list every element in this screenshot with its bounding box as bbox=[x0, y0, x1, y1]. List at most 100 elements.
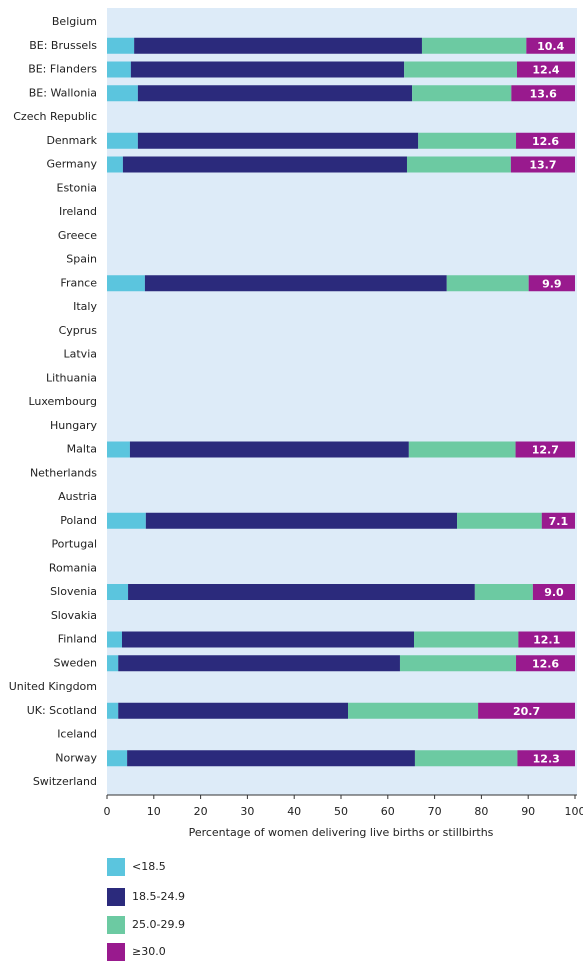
value-label: 20.7 bbox=[513, 705, 540, 718]
value-label: 13.7 bbox=[529, 159, 556, 172]
bar-segment bbox=[511, 85, 575, 102]
legend-label: ≥30.0 bbox=[132, 945, 166, 958]
x-tick-label: 0 bbox=[104, 805, 111, 818]
bar-segment bbox=[145, 512, 458, 529]
value-label: 12.1 bbox=[533, 634, 560, 647]
x-tick-label: 40 bbox=[287, 805, 301, 818]
category-label: Hungary bbox=[50, 419, 97, 432]
category-label: Czech Republic bbox=[13, 110, 97, 123]
category-label: Italy bbox=[73, 300, 97, 313]
bar-segment bbox=[478, 702, 575, 719]
x-axis-label: Percentage of women delivering live birt… bbox=[189, 826, 494, 839]
bar-segment bbox=[129, 441, 409, 458]
category-label: Sweden bbox=[54, 656, 97, 669]
bar-segment bbox=[421, 37, 527, 54]
bar-segment bbox=[399, 655, 517, 672]
x-tick-label: 20 bbox=[194, 805, 208, 818]
category-label: Latvia bbox=[64, 348, 98, 361]
category-label: Cyprus bbox=[59, 324, 98, 337]
category-label: Slovenia bbox=[50, 585, 97, 598]
bar-segment bbox=[121, 631, 415, 648]
category-label: BE: Flanders bbox=[28, 63, 97, 76]
bar-segment bbox=[406, 156, 511, 173]
bar-segment bbox=[130, 61, 405, 78]
bar-segment bbox=[516, 61, 575, 78]
x-tick-label: 70 bbox=[428, 805, 442, 818]
bar-segment bbox=[418, 132, 517, 149]
bar-segment bbox=[128, 584, 475, 600]
bar-segment bbox=[127, 750, 415, 767]
value-label: 10.4 bbox=[537, 40, 564, 53]
bar-segment bbox=[474, 584, 533, 600]
bar-segment bbox=[118, 702, 349, 719]
value-label: 12.7 bbox=[532, 444, 559, 457]
bar-segment bbox=[137, 132, 419, 149]
category-label: Portugal bbox=[51, 538, 97, 551]
value-label: 13.6 bbox=[530, 87, 557, 100]
bar-segment bbox=[107, 132, 138, 149]
legend-swatch bbox=[107, 858, 125, 876]
legend-swatch bbox=[107, 888, 125, 906]
plot-area bbox=[107, 8, 577, 795]
bar-segment bbox=[404, 61, 517, 78]
legend-label: 18.5-24.9 bbox=[132, 890, 185, 903]
bar-segment bbox=[134, 37, 422, 54]
bar-segment bbox=[516, 132, 575, 149]
bar-segment bbox=[414, 631, 519, 648]
category-label: Austria bbox=[58, 490, 97, 503]
bar-segment bbox=[414, 750, 518, 767]
bar-segment bbox=[107, 631, 122, 648]
category-label: Iceland bbox=[57, 728, 97, 741]
value-label: 12.6 bbox=[532, 657, 559, 670]
bar-segment bbox=[137, 85, 413, 102]
category-label: Germany bbox=[46, 158, 97, 171]
category-label: Malta bbox=[67, 443, 97, 456]
value-label: 9.0 bbox=[544, 586, 564, 599]
bar-segment bbox=[541, 512, 575, 529]
bar-segment bbox=[144, 275, 447, 292]
category-label: Slovakia bbox=[51, 609, 97, 622]
category-label: Romania bbox=[49, 561, 97, 574]
legend-label: <18.5 bbox=[132, 860, 166, 873]
bar-segment bbox=[446, 275, 529, 292]
legend-label: 25.0-29.9 bbox=[132, 918, 185, 931]
x-tick-label: 50 bbox=[334, 805, 348, 818]
legend-swatch bbox=[107, 916, 125, 934]
bar-segment bbox=[107, 441, 130, 458]
bar-segment bbox=[348, 702, 479, 719]
bar-segment bbox=[516, 655, 575, 672]
bar-segment bbox=[517, 750, 575, 767]
bar-segment bbox=[107, 512, 146, 529]
category-label: Spain bbox=[66, 253, 97, 266]
bar-segment bbox=[457, 512, 542, 529]
category-label: United Kingdom bbox=[9, 680, 97, 693]
bar-segment bbox=[515, 441, 575, 458]
category-label: BE: Brussels bbox=[29, 39, 97, 52]
x-tick-label: 80 bbox=[474, 805, 488, 818]
x-tick-label: 100 bbox=[565, 805, 583, 818]
category-label: Switzerland bbox=[33, 775, 97, 788]
x-tick-label: 10 bbox=[147, 805, 161, 818]
bar-segment bbox=[118, 655, 400, 672]
x-tick-label: 60 bbox=[381, 805, 395, 818]
category-label: Belgium bbox=[52, 15, 97, 28]
category-label: Denmark bbox=[46, 134, 97, 147]
category-label: Estonia bbox=[57, 181, 98, 194]
bar-segment bbox=[107, 702, 119, 719]
category-label: UK: Scotland bbox=[27, 704, 97, 717]
category-label: Netherlands bbox=[30, 466, 97, 479]
bar-segment bbox=[107, 750, 128, 767]
bar-segment bbox=[510, 156, 575, 173]
value-label: 12.4 bbox=[532, 64, 559, 77]
category-label: France bbox=[60, 276, 97, 289]
category-label: Poland bbox=[60, 514, 97, 527]
bar-segment bbox=[528, 275, 575, 292]
value-label: 12.3 bbox=[533, 752, 560, 765]
category-label: Ireland bbox=[59, 205, 97, 218]
bar-segment bbox=[412, 85, 512, 102]
bar-segment bbox=[107, 584, 129, 600]
bar-segment bbox=[122, 156, 407, 173]
value-label: 9.9 bbox=[542, 277, 562, 290]
bar-segment bbox=[107, 85, 138, 102]
